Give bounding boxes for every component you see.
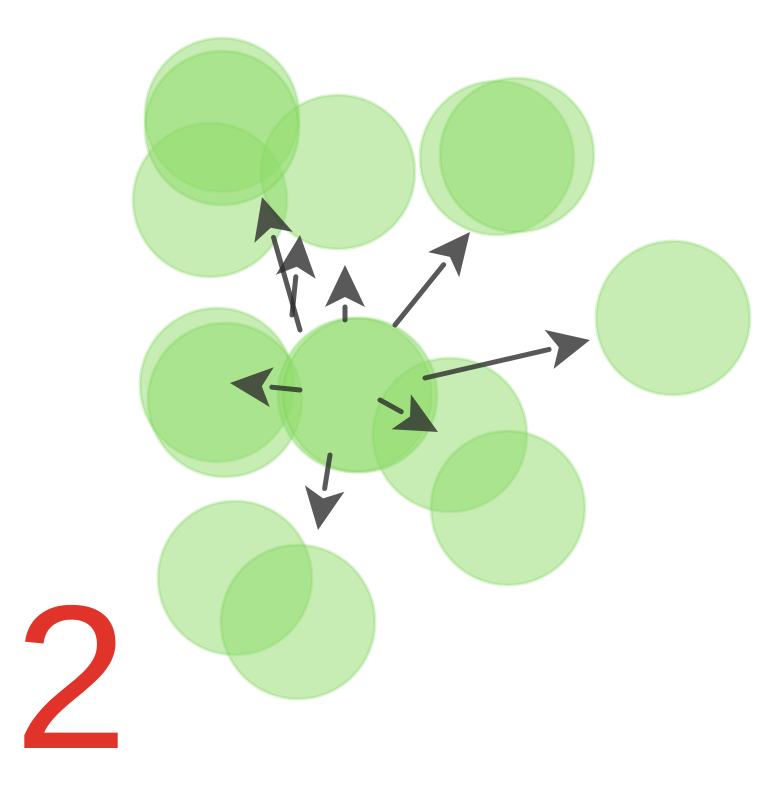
arrow-head-icon [254, 197, 293, 243]
node-circle [429, 429, 587, 587]
arrow-shaft [392, 262, 447, 328]
nodes-layer [131, 36, 752, 701]
arrow-head-icon [325, 265, 365, 307]
panel-label: 2 [14, 563, 129, 792]
arrow-head-icon [544, 329, 590, 369]
node-circle [143, 49, 301, 207]
arrow-shaft [377, 397, 404, 415]
arrow-head-icon [275, 235, 316, 279]
node-circle [438, 76, 596, 234]
node-circle [281, 316, 439, 474]
arrow-head-icon [428, 232, 470, 278]
arrow-head-icon [230, 367, 274, 408]
arrow-shaft [289, 274, 299, 318]
arrow-shaft [422, 346, 552, 381]
arrows-layer [230, 197, 590, 530]
arrow-shaft [322, 452, 333, 492]
node-circle [219, 543, 377, 701]
arrow-head-icon [304, 485, 345, 530]
arrow-head-icon [391, 394, 438, 432]
arrow-shaft [269, 384, 303, 393]
arrow-shaft [271, 234, 303, 333]
node-circle [594, 239, 752, 397]
